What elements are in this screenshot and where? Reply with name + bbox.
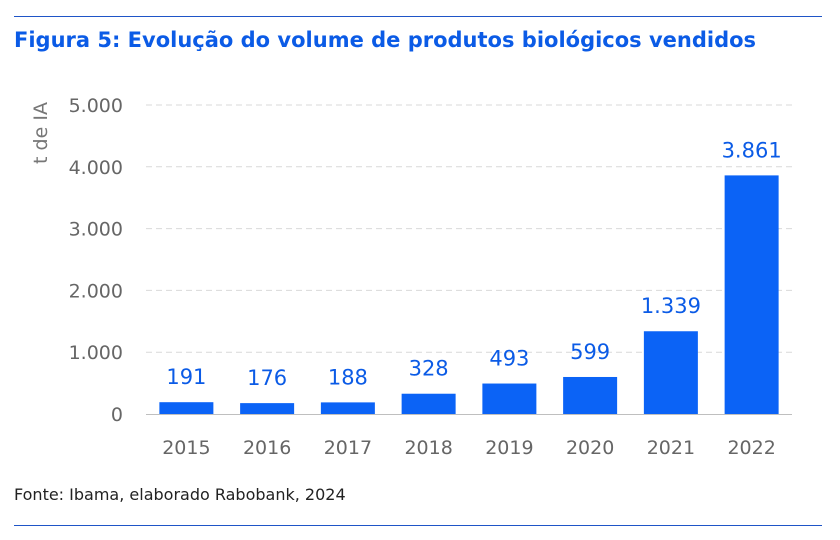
top-rule — [14, 16, 822, 17]
y-tick-label: 2.000 — [69, 280, 123, 302]
source-note: Fonte: Ibama, elaborado Rabobank, 2024 — [14, 485, 346, 504]
x-tick-label: 2018 — [404, 437, 452, 459]
bar-value-labels: 191 176 188 328 493 599 1.339 3.861 — [166, 138, 781, 390]
bar — [240, 403, 295, 414]
y-tick-label: 1.000 — [69, 342, 123, 364]
bar-value-label: 328 — [409, 357, 449, 381]
bar — [159, 402, 214, 414]
bar-value-label: 191 — [166, 365, 206, 389]
x-tick-label: 2020 — [566, 437, 614, 459]
y-tick-label: 5.000 — [69, 95, 123, 117]
bar — [401, 393, 456, 414]
bottom-rule — [14, 525, 822, 526]
bar — [563, 376, 618, 414]
y-tick-label: 0 — [111, 404, 123, 426]
y-axis-title: t de IA — [30, 102, 52, 164]
x-tick-label: 2016 — [243, 437, 291, 459]
bar — [724, 175, 779, 414]
x-tick-label: 2015 — [162, 437, 210, 459]
y-tick-label: 4.000 — [69, 157, 123, 179]
bar-value-label: 1.339 — [641, 294, 701, 318]
y-tick-label: 3.000 — [69, 219, 123, 241]
x-tick-label: 2022 — [727, 437, 775, 459]
bar-value-label: 493 — [489, 347, 529, 371]
gridlines — [146, 104, 792, 353]
bar-value-label: 176 — [247, 366, 287, 390]
y-axis-ticks: 0 1.000 2.000 3.000 4.000 5.000 — [69, 95, 123, 426]
bar-value-label: 188 — [328, 365, 368, 389]
x-axis-ticks: 2015 2016 2017 2018 2019 2020 2021 2022 — [162, 437, 776, 459]
bars — [159, 175, 779, 414]
bar-value-label: 3.861 — [722, 138, 782, 162]
bar-value-label: 599 — [570, 340, 610, 364]
bar — [643, 331, 698, 414]
bar — [320, 402, 375, 414]
x-tick-label: 2019 — [485, 437, 533, 459]
x-tick-label: 2017 — [324, 437, 372, 459]
bar — [482, 383, 537, 414]
x-tick-label: 2021 — [647, 437, 695, 459]
chart-title: Figura 5: Evolução do volume de produtos… — [14, 28, 757, 52]
bar-chart: 0 1.000 2.000 3.000 4.000 5.000 191 176 188 328 4… — [30, 95, 792, 459]
